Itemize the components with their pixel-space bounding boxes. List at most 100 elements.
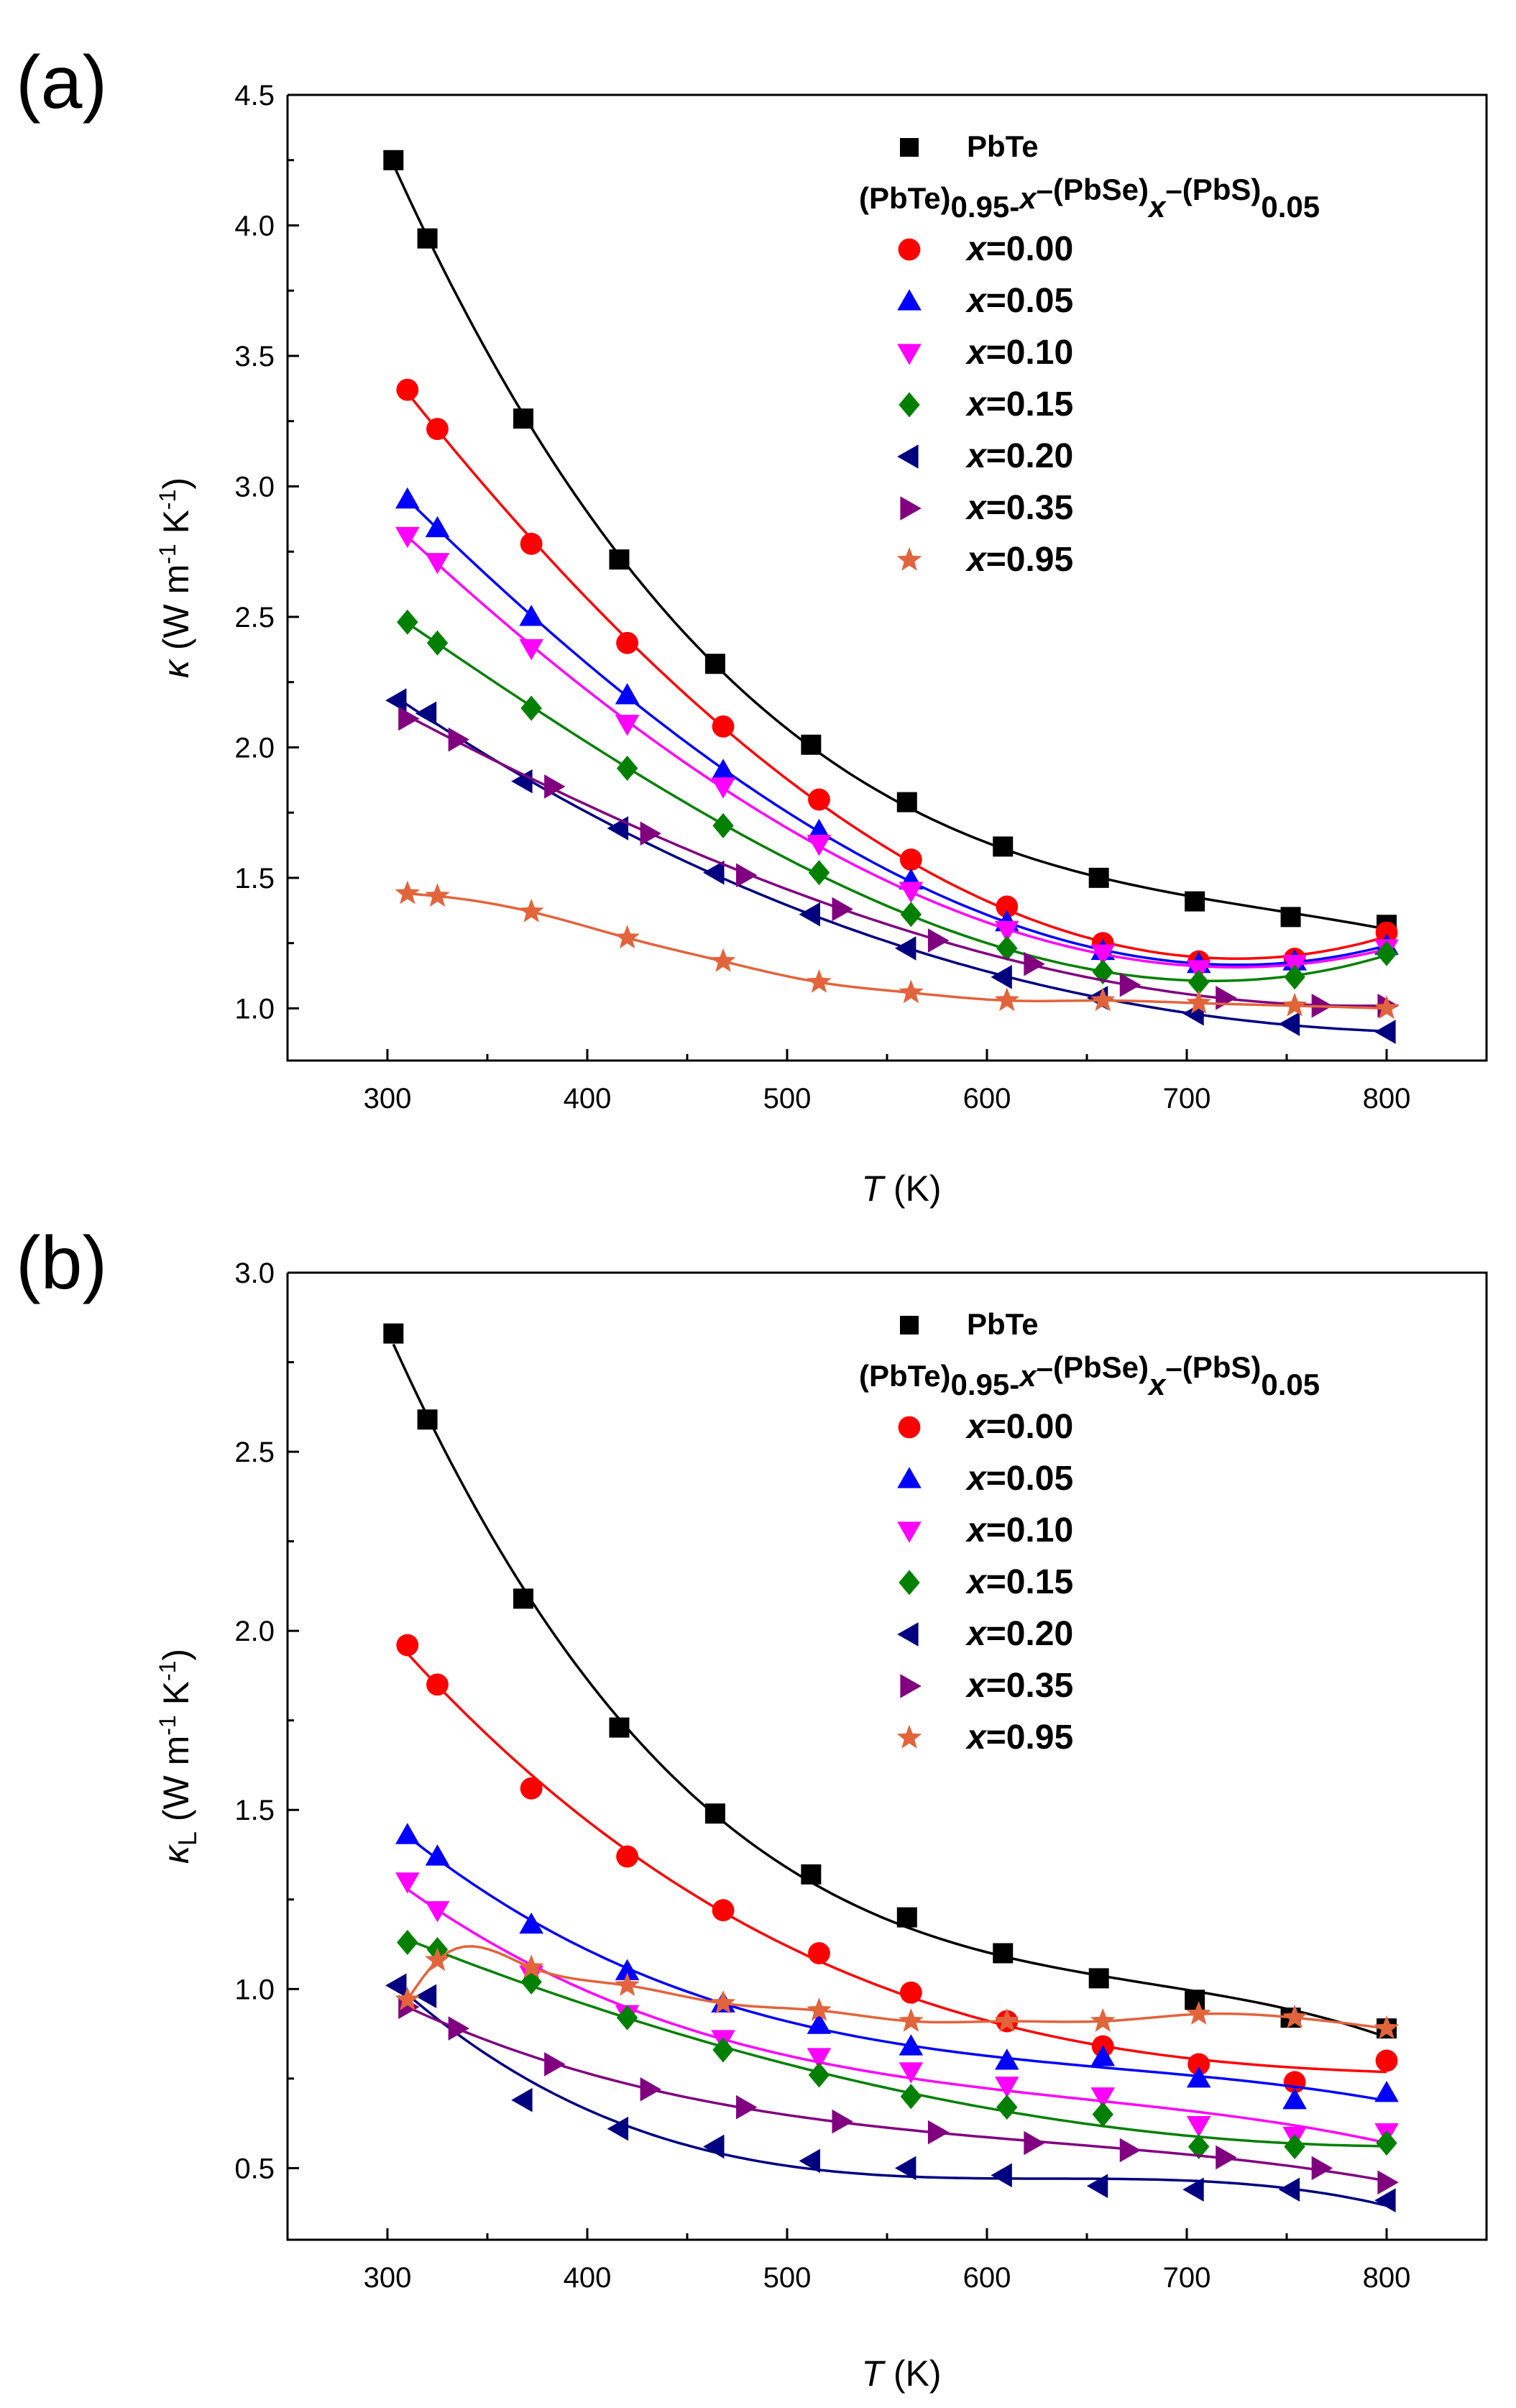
data-point xyxy=(1216,2145,1237,2170)
legend-label-x: x xyxy=(965,541,988,579)
series-line xyxy=(406,498,1387,966)
data-point xyxy=(703,860,725,885)
data-point xyxy=(994,2008,1020,2032)
legend-marker xyxy=(897,344,922,365)
data-point xyxy=(895,2156,917,2181)
data-point xyxy=(1090,987,1116,1012)
legend-marker xyxy=(897,289,922,311)
data-point xyxy=(1284,964,1305,990)
series-line xyxy=(406,1888,1387,2145)
series-x=0.20 xyxy=(385,1973,1396,2213)
data-point xyxy=(1374,995,1400,1020)
data-point xyxy=(995,2077,1019,2098)
x-axis-label-unit: (K) xyxy=(883,2353,942,2394)
data-point xyxy=(615,683,640,705)
series-x=0.95 xyxy=(395,880,1400,1020)
legend-marker xyxy=(897,1622,919,1647)
x-tick-label: 800 xyxy=(1363,1083,1411,1114)
legend-label-x: x xyxy=(965,282,988,320)
data-point xyxy=(896,1907,917,1928)
data-point xyxy=(712,1899,735,1922)
legend-header-sub-x: x xyxy=(1147,190,1167,224)
legend-label-value: =0.05 xyxy=(986,282,1073,320)
data-point xyxy=(395,487,420,509)
y-tick-label: 3.5 xyxy=(234,341,275,372)
legend-header-sub: 0.95- xyxy=(951,190,1020,224)
x-tick-label: 400 xyxy=(564,2262,612,2294)
data-point xyxy=(1186,2066,1211,2088)
data-point xyxy=(900,902,922,928)
data-point xyxy=(1024,2130,1045,2156)
series-x=0.15 xyxy=(397,609,1397,995)
data-point xyxy=(712,2037,734,2063)
data-point xyxy=(609,549,630,570)
x-axis-label-symbol: T xyxy=(861,2353,886,2394)
data-point xyxy=(1376,940,1397,966)
series-line xyxy=(406,1652,1387,2074)
data-point xyxy=(395,880,421,905)
data-point xyxy=(616,2005,638,2031)
data-point xyxy=(736,2095,758,2120)
y-axis-label-unit-end: ) xyxy=(156,477,196,490)
data-point xyxy=(1090,2087,1116,2109)
data-point xyxy=(426,418,449,441)
data-point xyxy=(448,2016,470,2041)
y-axis-label-unit-start: (W m xyxy=(156,564,196,650)
data-point xyxy=(808,2062,830,2088)
data-point xyxy=(417,1409,438,1430)
legend-header-sub: 0.05 xyxy=(1261,190,1320,224)
legend-marker xyxy=(900,1316,919,1335)
data-point xyxy=(1090,944,1116,966)
y-axis-label-exponent: -1 xyxy=(155,544,180,564)
data-point xyxy=(807,835,832,856)
y-tick-label: 1.5 xyxy=(234,863,275,894)
y-tick-label: 1.5 xyxy=(234,1795,275,1826)
data-point xyxy=(1186,2001,1211,2025)
data-point xyxy=(801,734,822,755)
data-point xyxy=(425,883,450,907)
data-point xyxy=(896,792,917,812)
y-axis-label-space xyxy=(156,650,196,660)
data-point xyxy=(1374,2188,1396,2213)
data-point xyxy=(807,1997,832,2021)
data-point xyxy=(519,605,543,626)
legend-label: x=0.15 xyxy=(965,1563,1073,1601)
data-point xyxy=(415,1984,437,2009)
legend-label-value: =0.15 xyxy=(986,385,1073,424)
data-point xyxy=(993,1943,1014,1964)
data-point xyxy=(808,860,830,886)
data-point xyxy=(703,2134,725,2159)
data-point xyxy=(383,150,404,170)
data-point xyxy=(807,2013,832,2034)
legend-label-x: x xyxy=(965,437,988,475)
data-point xyxy=(710,1990,736,2014)
panel-label: (b) xyxy=(16,1222,107,1305)
data-point xyxy=(425,1947,450,1972)
legend-label: x=0.35 xyxy=(965,489,1073,527)
panel-a: 300 400 500 600 700 800 1.0 1.5 2.0 2.5 3.0 3.5 4.0 4… xyxy=(16,41,1488,1209)
legend-label-x: x xyxy=(965,1563,988,1601)
legend-header: (PbTe)0.95-x–(PbSe)x–(PbS)0.05 xyxy=(859,173,1320,224)
data-point xyxy=(808,788,830,811)
legend-label-x: x xyxy=(965,230,988,268)
data-point xyxy=(1090,2045,1116,2066)
data-point xyxy=(520,532,543,555)
data-point xyxy=(704,1803,725,1824)
x-axis-label: T (K) xyxy=(861,2353,941,2394)
series-line xyxy=(392,1343,1387,2039)
legend: PbTe(PbTe)0.95-x–(PbSe)x–(PbS)0.05x=0.00… xyxy=(859,129,1320,579)
series-x=0.05 xyxy=(395,1823,1399,2110)
series-line xyxy=(407,892,1387,1010)
data-point xyxy=(398,706,420,731)
data-point xyxy=(995,2048,1019,2070)
legend-label: x=0.05 xyxy=(965,1460,1073,1498)
x-tick-label: 600 xyxy=(963,1083,1011,1114)
data-point xyxy=(607,2116,629,2141)
data-point xyxy=(895,936,917,961)
data-point xyxy=(615,1972,640,1996)
panel-b: 300 400 500 600 700 800 0.5 1.0 1.5 2.0 2.5 3.0 T (K… xyxy=(16,1222,1488,2394)
data-point xyxy=(899,2062,924,2084)
data-point xyxy=(1280,907,1301,928)
data-point xyxy=(927,2120,950,2145)
legend-header: (PbTe)0.95-x–(PbSe)x–(PbS)0.05 xyxy=(859,1350,1320,1401)
